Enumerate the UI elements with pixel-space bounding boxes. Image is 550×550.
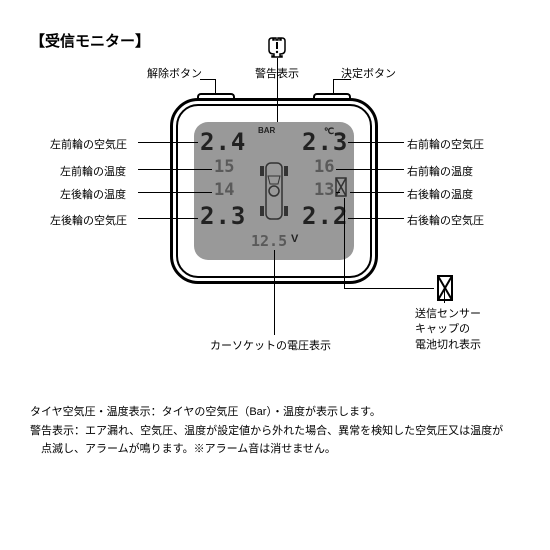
leader-line bbox=[138, 169, 212, 170]
leader-line bbox=[336, 192, 340, 193]
rr-temp-label: 右後輪の温度 bbox=[407, 186, 473, 202]
release-button-label: 解除ボタン bbox=[147, 65, 202, 81]
tpms-warning-icon bbox=[266, 36, 288, 58]
fl-temp-value: 15 bbox=[214, 157, 234, 177]
fr-temp-value: 16 bbox=[314, 157, 334, 177]
leader-line bbox=[138, 142, 198, 143]
rr-temp-value: 13 bbox=[314, 180, 334, 200]
leader-line bbox=[277, 58, 278, 122]
rl-pressure-value: 2.3 bbox=[200, 202, 246, 230]
leader-line bbox=[444, 288, 445, 303]
rl-temp-label: 左後輪の温度 bbox=[60, 186, 126, 202]
sensor-battery-label: 送信センサー キャップの 電池切れ表示 bbox=[415, 307, 481, 353]
fl-pressure-value: 2.4 bbox=[200, 128, 246, 156]
fr-pressure-label: 右前輪の空気圧 bbox=[407, 136, 484, 152]
fr-pressure-value: 2.3 bbox=[302, 128, 348, 156]
fl-pressure-label: 左前輪の空気圧 bbox=[50, 136, 127, 152]
leader-line bbox=[200, 79, 215, 80]
rr-pressure-label: 右後輪の空気圧 bbox=[407, 212, 484, 228]
fr-temp-label: 右前輪の温度 bbox=[407, 163, 473, 179]
sensor-battery-icon bbox=[334, 176, 348, 198]
car-icon bbox=[256, 158, 292, 224]
voltage-unit: V bbox=[291, 233, 298, 245]
page-title: 【受信モニター】 bbox=[30, 30, 150, 51]
rl-pressure-label: 左後輪の空気圧 bbox=[50, 212, 127, 228]
leader-line bbox=[333, 79, 334, 93]
fl-temp-label: 左前輪の温度 bbox=[60, 163, 126, 179]
leader-line bbox=[215, 79, 216, 93]
leader-line bbox=[350, 192, 404, 193]
rl-temp-value: 14 bbox=[214, 180, 234, 200]
voltage-label: カーソケットの電圧表示 bbox=[210, 337, 331, 353]
leader-line bbox=[348, 218, 404, 219]
caption-text: タイヤ空気圧・温度表示：タイヤの空気圧（Bar）・温度が表示します。 警告表示：… bbox=[30, 403, 503, 459]
unit-bar: BAR bbox=[258, 126, 275, 135]
leader-line bbox=[138, 192, 212, 193]
leader-line bbox=[274, 250, 275, 335]
sensor-battery-icon-large bbox=[436, 274, 454, 302]
leader-line bbox=[138, 218, 198, 219]
leader-line bbox=[333, 79, 351, 80]
leader-line bbox=[344, 198, 345, 288]
leader-line bbox=[348, 142, 404, 143]
voltage-value: 12.5 bbox=[251, 232, 287, 250]
leader-line bbox=[344, 288, 434, 289]
rr-pressure-value: 2.2 bbox=[302, 202, 348, 230]
leader-line bbox=[336, 169, 404, 170]
